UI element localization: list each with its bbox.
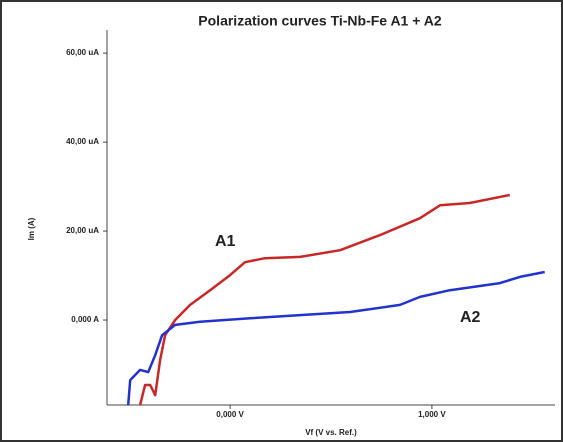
x-tick-label: 1,000 V [418, 410, 446, 419]
data-line [126, 270, 545, 406]
chart-title: Polarization curves Ti-Nb-Fe A1 + A2 [198, 13, 442, 29]
y-tick-label: 40,00 uA [66, 137, 99, 146]
series-label: A2 [460, 309, 481, 326]
series-label: A1 [215, 233, 236, 250]
y-tick-label: 0,000 A [71, 315, 99, 324]
y-tick-label: 60,00 uA [66, 48, 99, 57]
y-tick-label: 20,00 uA [66, 226, 99, 235]
x-axis-label: Vf (V vs. Ref.) [305, 428, 357, 437]
y-axis-label: Im (A) [27, 217, 36, 240]
data-line [138, 193, 511, 406]
x-tick-label: 0,000 V [216, 410, 244, 419]
